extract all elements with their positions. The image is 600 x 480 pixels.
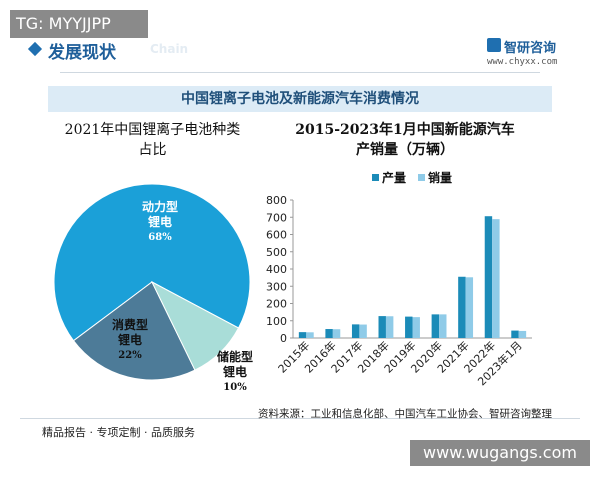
legend-swatch [372, 174, 379, 181]
y-tick-label: 0 [280, 332, 287, 345]
bar [306, 332, 314, 338]
section-title: 发展现状 [48, 43, 116, 63]
pie-slice [72, 281, 196, 381]
slogan: 精品报告 · 专项定制 · 品质服务 [42, 426, 195, 439]
bar [378, 316, 386, 338]
legend-label: 销量 [428, 170, 452, 185]
bar [518, 330, 527, 338]
logo-icon [487, 38, 501, 52]
bar [359, 324, 367, 338]
slice-value: 22% [118, 350, 142, 361]
bar [492, 219, 500, 338]
bar-title: 2015-2023年1月中国新能源汽车产销量（万辆） [295, 122, 515, 158]
watermark: www.wugangs.com [410, 440, 590, 466]
bar [458, 276, 466, 338]
brand: 智研咨询 [504, 41, 557, 56]
pie-slice [150, 280, 240, 371]
legend-swatch [418, 174, 425, 181]
source: 资料来源：工业和信息化部、中国汽车工业协会、智研咨询整理 [258, 408, 552, 420]
legend-label: 产量 [382, 170, 406, 185]
y-tick-label: 100 [266, 315, 287, 328]
bar [439, 314, 447, 338]
pie-title: 2021年中国锂离子电池种类占比 [64, 122, 241, 158]
bar [298, 332, 307, 338]
y-tick-label: 200 [266, 298, 287, 311]
bar [332, 329, 341, 338]
faint-text: Chain [150, 42, 189, 56]
y-tick-label: 500 [266, 246, 287, 259]
slice-label: 消费型锂电 [111, 318, 148, 347]
banner: 中国锂离子电池及新能源汽车消费情况 [48, 86, 552, 112]
bar [465, 277, 474, 338]
bar [431, 314, 440, 338]
slice-label: 动力型锂电 [141, 200, 178, 229]
site: www.chyxx.com [487, 57, 558, 67]
y-tick-label: 300 [266, 280, 287, 293]
bar [325, 329, 333, 338]
watermark: TG: MYYJJPP [10, 10, 148, 38]
pie-slice [53, 183, 251, 342]
bar [412, 317, 420, 338]
slice-value: 68% [148, 232, 172, 243]
y-tick-label: 600 [266, 229, 287, 242]
bar [385, 316, 394, 338]
header-rule [60, 72, 540, 73]
bar [405, 316, 413, 338]
y-tick-label: 700 [266, 211, 287, 224]
y-tick-label: 800 [266, 194, 287, 207]
bar [484, 216, 493, 338]
bar [511, 330, 519, 338]
y-tick-label: 400 [266, 263, 287, 276]
bar [351, 324, 360, 338]
footer-rule [20, 418, 580, 419]
slice-label: 储能型锂电 [216, 350, 253, 379]
slice-value: 10% [223, 382, 247, 393]
